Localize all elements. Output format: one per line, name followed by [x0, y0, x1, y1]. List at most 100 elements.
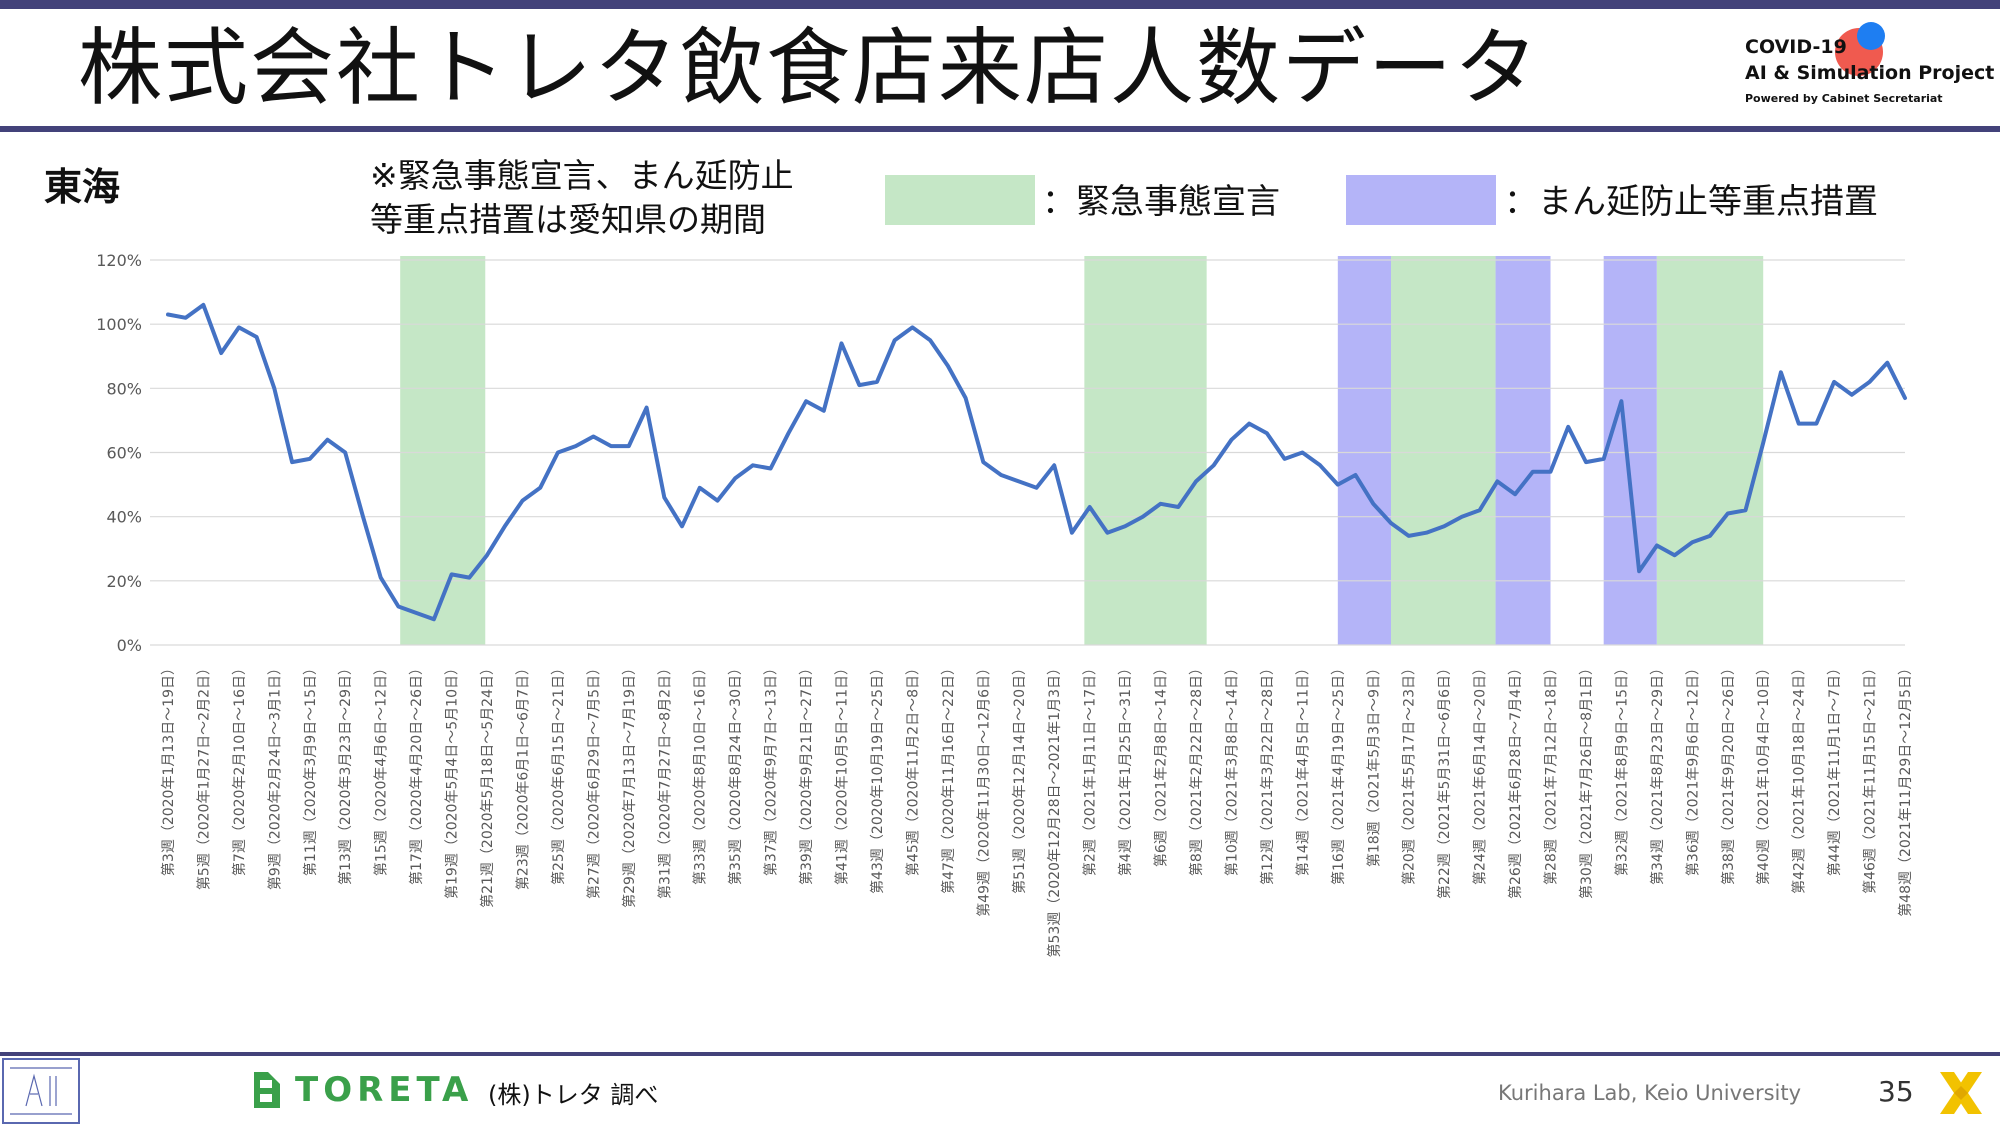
data-point [1531, 470, 1535, 474]
x-tick-label: 第8週（2021年2月22日～28日） [1188, 661, 1205, 876]
y-tick-label: 40% [106, 508, 142, 527]
data-point [1141, 515, 1145, 519]
gridlines [150, 259, 1905, 646]
x-tick-label: 第25週（2020年6月15日～21日） [550, 661, 567, 885]
data-point [326, 438, 330, 442]
x-tick-label: 第15週（2020年4月6日～12日） [373, 661, 390, 876]
y-tick-label: 20% [106, 572, 142, 591]
page-number: 35 [1878, 1075, 1914, 1108]
data-point [1265, 431, 1269, 435]
x-tick-label: 第40週（2021年10月4日～10日） [1755, 661, 1772, 885]
x-tick-label: 第48週（2021年11月29日～12月5日） [1897, 661, 1914, 917]
data-point [1283, 457, 1287, 461]
toreta-leaf-icon [254, 1072, 280, 1108]
data-point [1123, 524, 1127, 528]
band-emergency [1656, 256, 1764, 645]
data-point [1549, 470, 1553, 474]
data-point [1478, 508, 1482, 512]
data-point [662, 495, 666, 499]
data-point [1832, 380, 1836, 384]
x-tick-label: 第30週（2021年7月26日～8月1日） [1578, 661, 1595, 899]
x-tick-label: 第51週（2020年12月14日～20日） [1011, 661, 1028, 894]
x-tick-label: 第43週（2020年10月19日～25日） [869, 661, 886, 894]
data-point [591, 434, 595, 438]
data-point [1017, 479, 1021, 483]
data-point [786, 431, 790, 435]
data-point [272, 386, 276, 390]
data-point [450, 572, 454, 576]
footer-divider [0, 1052, 2000, 1056]
data-point [255, 335, 259, 339]
x-tick-label: 第22週（2021年5月31日～6月6日） [1436, 661, 1453, 899]
data-point [201, 303, 205, 307]
data-point [875, 380, 879, 384]
data-point [857, 383, 861, 387]
data-point [733, 476, 737, 480]
logo-blue-dot [1857, 22, 1885, 50]
x-tick-label: 第11週（2020年3月9日～15日） [302, 661, 319, 876]
toreta-wordmark: TORETA [295, 1070, 474, 1110]
band-manen [1337, 256, 1391, 645]
period-note: ※緊急事態宣言、まん延防止 等重点措置は愛知県の期間 [370, 156, 794, 239]
data-point [467, 576, 471, 580]
data-point [1318, 463, 1322, 467]
logo-line3: Powered by Cabinet Secretariat [1745, 92, 1943, 105]
data-point [751, 463, 755, 467]
data-point [343, 451, 347, 454]
data-point [379, 576, 383, 580]
data-point [1868, 380, 1872, 384]
data-point [1212, 463, 1216, 467]
data-point [1761, 441, 1765, 445]
y-tick-label: 80% [106, 379, 142, 398]
period-bands [400, 256, 1764, 645]
x-tick-label: 第31週（2020年7月27日～8月2日） [656, 661, 673, 899]
lab-credit: Kurihara Lab, Keio University [1498, 1081, 1802, 1105]
data-point [1566, 425, 1570, 429]
x-tick-label: 第28週（2021年7月12日～18日） [1543, 661, 1560, 885]
x-tick-label: 第27週（2020年6月29日～7月5日） [585, 661, 602, 899]
x-tick-label: 第47週（2020年11月16日～22日） [940, 661, 957, 894]
data-point [1194, 479, 1198, 483]
data-point [1300, 451, 1304, 454]
band-emergency [1084, 256, 1207, 645]
data-point [910, 325, 914, 329]
data-point [1655, 544, 1659, 548]
data-point [1442, 524, 1446, 528]
data-point [556, 451, 560, 454]
x-tick-label: 第23週（2020年6月1日～6月7日） [514, 661, 531, 890]
x-tick-label: 第5週（2020年1月27日～2月2日） [195, 661, 212, 890]
data-point [1602, 457, 1606, 461]
x-tick-label: 第39週（2020年9月21日～27日） [798, 661, 815, 885]
data-point [1424, 531, 1428, 535]
data-point [414, 611, 418, 615]
x-tick-label: 第17週（2020年4月20日～26日） [408, 661, 425, 885]
data-point [1088, 505, 1092, 509]
line-chart: 0% 20% 40% 60% 80% 100% 120% 第3週（2020年1月13日～19… [96, 251, 1914, 958]
x-tick-label: 第16週（2021年4月19日～25日） [1330, 661, 1347, 885]
data-point [503, 524, 507, 528]
data-point [166, 313, 170, 317]
x-tick-label: 第19週（2020年5月4日～5月10日） [444, 661, 461, 899]
x-tick-label: 第14週（2021年4月5日～11日） [1294, 661, 1311, 876]
data-point [1708, 534, 1712, 538]
x-tick-label: 第41週（2020年10月5日～11日） [834, 661, 851, 885]
y-tick-label: 120% [96, 251, 142, 270]
data-point [1797, 422, 1801, 426]
band-manen [1495, 256, 1551, 645]
x-tick-label: 第13週（2020年3月23日～29日） [337, 661, 354, 885]
data-point [645, 406, 649, 410]
data-point [840, 341, 844, 345]
top-accent-bar [0, 0, 2000, 9]
page-title: 株式会社トレタ飲食店来店人数データ [78, 19, 1541, 117]
data-point [1229, 438, 1233, 442]
x-tick-label: 第49週（2020年11月30日～12月6日） [975, 661, 992, 917]
band-manen [1603, 256, 1657, 645]
x-tick-label: 第12週（2021年3月22日～28日） [1259, 661, 1276, 885]
data-point [1336, 483, 1340, 487]
data-point [1176, 505, 1180, 509]
data-point [1584, 460, 1588, 464]
x-tick-label: 第36週（2021年9月6日～12日） [1684, 661, 1701, 876]
legend-manen-swatch [1346, 175, 1496, 225]
x-tick-label: 第34週（2021年8月23日～29日） [1649, 661, 1666, 885]
x-tick-label: 第37週（2020年9月7日～13日） [763, 661, 780, 876]
